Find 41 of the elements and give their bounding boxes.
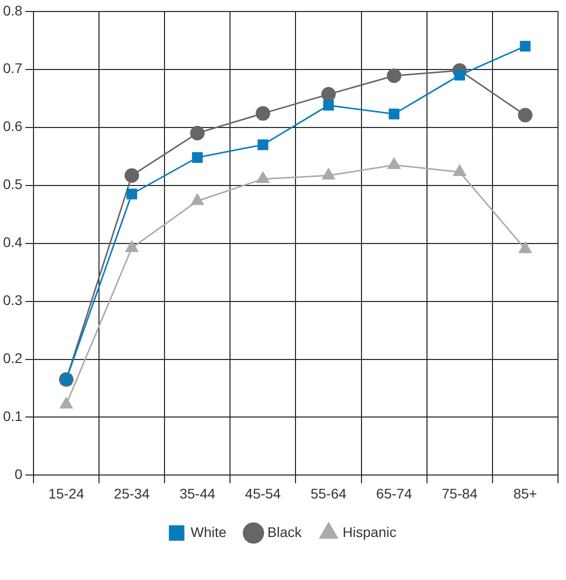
x-tick-label: 45-54 — [245, 485, 282, 502]
y-tick-label: 0.2 — [2, 350, 23, 366]
point — [256, 106, 270, 121]
x-tick-label: 65-74 — [376, 485, 412, 502]
point — [124, 168, 140, 183]
x-tick-label: 25-34 — [114, 485, 150, 502]
point — [321, 87, 336, 102]
x-tick-label: 55-64 — [310, 485, 347, 502]
point — [191, 194, 204, 205]
y-tick-label: 0.7 — [2, 60, 23, 76]
y-tick-label: 0.3 — [2, 292, 23, 308]
y-tick-label: 0.6 — [2, 118, 23, 134]
point — [258, 139, 268, 150]
point — [60, 397, 73, 408]
point — [454, 70, 465, 81]
point — [126, 188, 138, 200]
point — [518, 108, 532, 122]
point — [125, 240, 138, 252]
point — [322, 168, 335, 180]
x-tick-label: 85+ — [513, 485, 538, 502]
point — [323, 100, 334, 111]
point — [518, 242, 532, 254]
legend-label: Hispanic — [342, 524, 396, 540]
y-tick-label: 0.1 — [2, 408, 23, 424]
point — [256, 172, 270, 183]
legend-label: White — [190, 524, 227, 540]
legend-label: Black — [267, 524, 303, 540]
point — [520, 40, 531, 52]
point — [192, 152, 203, 163]
y-tick-label: 0.5 — [2, 176, 23, 192]
point — [388, 158, 400, 170]
y-tick-label: 0.8 — [2, 2, 23, 18]
point — [388, 108, 400, 120]
y-tick-label: 0.4 — [2, 234, 23, 250]
point — [386, 68, 402, 84]
x-tick-label: 35-44 — [179, 485, 216, 502]
point — [453, 164, 466, 176]
y-tick-label: 0 — [14, 466, 23, 482]
x-tick-label: 15-24 — [48, 485, 84, 502]
x-tick-label: 75-84 — [442, 485, 478, 502]
point — [190, 126, 205, 140]
